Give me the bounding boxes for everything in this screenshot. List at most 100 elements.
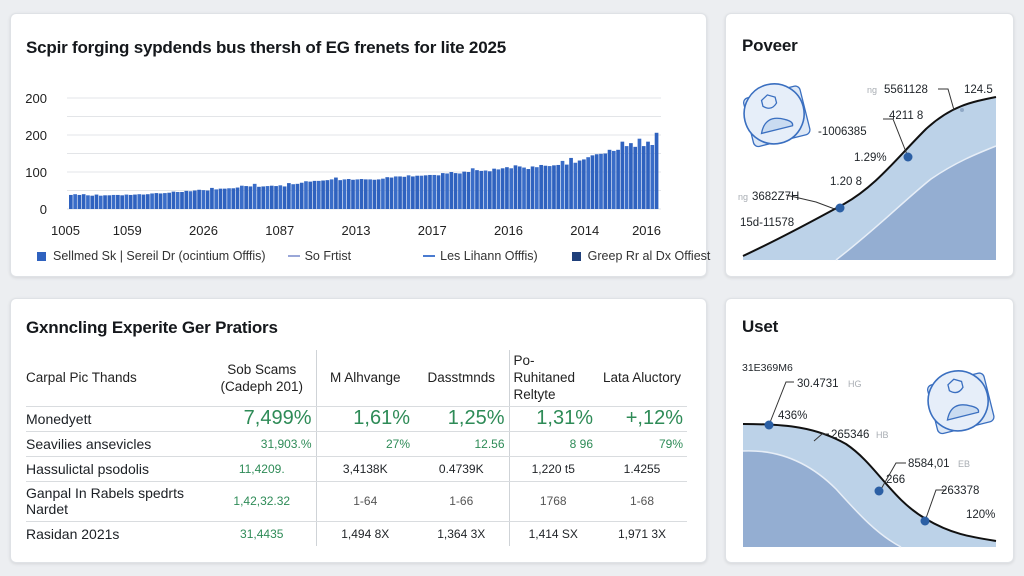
bar[interactable] <box>496 169 501 209</box>
bar[interactable] <box>321 180 325 209</box>
bar[interactable] <box>257 186 261 209</box>
bar[interactable] <box>629 143 633 209</box>
bar[interactable] <box>295 183 300 209</box>
bar[interactable] <box>616 149 620 209</box>
bar[interactable] <box>154 193 159 209</box>
bar[interactable] <box>385 177 390 209</box>
bar[interactable] <box>586 157 590 209</box>
bar[interactable] <box>201 190 206 209</box>
bar[interactable] <box>133 194 137 209</box>
bar[interactable] <box>175 191 180 209</box>
bar[interactable] <box>530 166 535 209</box>
bar[interactable] <box>543 165 548 209</box>
bar[interactable] <box>381 178 385 209</box>
column-header[interactable]: Lata Aluctory <box>597 350 687 407</box>
bar[interactable] <box>500 168 505 209</box>
bar[interactable] <box>265 186 270 209</box>
bar[interactable] <box>517 166 522 209</box>
bar[interactable] <box>205 190 210 210</box>
bar[interactable] <box>192 190 197 210</box>
bar[interactable] <box>150 193 154 209</box>
bar[interactable] <box>393 176 398 209</box>
bar[interactable] <box>116 194 120 209</box>
bar[interactable] <box>603 153 608 210</box>
bar[interactable] <box>650 144 655 209</box>
bar[interactable] <box>158 193 163 209</box>
bar[interactable] <box>389 177 394 209</box>
bar[interactable] <box>244 186 248 209</box>
bar[interactable] <box>564 164 569 209</box>
bar[interactable] <box>73 194 77 209</box>
bar[interactable] <box>646 141 650 209</box>
bar[interactable] <box>573 162 578 209</box>
bar[interactable] <box>240 185 244 209</box>
bar[interactable] <box>569 157 573 209</box>
bar[interactable] <box>167 192 172 209</box>
column-header[interactable]: M Alhvange <box>315 350 414 407</box>
bar[interactable] <box>227 188 231 209</box>
bar[interactable] <box>355 179 360 209</box>
bar[interactable] <box>316 180 321 209</box>
bar[interactable] <box>304 181 308 209</box>
bar[interactable] <box>419 175 424 209</box>
bar[interactable] <box>261 186 266 209</box>
bar[interactable] <box>197 189 201 209</box>
bar[interactable] <box>436 175 441 209</box>
legend-item[interactable]: Greep Rr al Dx Offiest <box>571 249 710 263</box>
bar[interactable] <box>312 180 317 209</box>
bar[interactable] <box>351 179 355 209</box>
bar[interactable] <box>329 179 334 209</box>
bar[interactable] <box>210 187 214 209</box>
column-header[interactable]: Carpal Pic Thands <box>26 350 208 407</box>
bar[interactable] <box>462 171 467 209</box>
bar[interactable] <box>483 170 488 209</box>
bar[interactable] <box>492 168 496 209</box>
bar[interactable] <box>466 172 471 209</box>
bar[interactable] <box>411 176 415 209</box>
bar[interactable] <box>231 188 236 209</box>
bar[interactable] <box>171 191 176 209</box>
bar[interactable] <box>594 154 599 209</box>
bar[interactable] <box>184 190 189 209</box>
bar[interactable] <box>359 179 364 209</box>
bar[interactable] <box>654 132 659 209</box>
bar[interactable] <box>453 173 458 209</box>
bar[interactable] <box>107 195 112 209</box>
bar[interactable] <box>479 170 484 209</box>
bar[interactable] <box>505 167 509 209</box>
bar[interactable] <box>94 194 99 209</box>
bar[interactable] <box>470 168 475 209</box>
legend-item[interactable]: Les Lihann Offfis) <box>423 249 538 263</box>
bar[interactable] <box>475 170 479 209</box>
bar[interactable] <box>539 164 543 209</box>
bar[interactable] <box>69 194 73 209</box>
bar[interactable] <box>445 173 449 209</box>
bar[interactable] <box>282 186 287 209</box>
column-header[interactable]: Po-Ruhitaned Reltyte <box>508 350 597 407</box>
bar[interactable] <box>86 195 90 209</box>
bar[interactable] <box>432 174 437 209</box>
bar[interactable] <box>458 173 462 209</box>
bar[interactable] <box>560 160 565 209</box>
bar[interactable] <box>556 164 561 209</box>
bar[interactable] <box>248 186 253 209</box>
bar[interactable] <box>124 194 129 209</box>
bar[interactable] <box>325 180 330 209</box>
legend-item[interactable]: So Frtist <box>287 249 351 263</box>
bar[interactable] <box>577 160 582 209</box>
bar[interactable] <box>180 191 184 209</box>
bar[interactable] <box>222 188 227 209</box>
bar[interactable] <box>269 185 274 209</box>
bar[interactable] <box>509 168 514 209</box>
bar[interactable] <box>364 179 368 209</box>
bar[interactable] <box>599 153 603 209</box>
bar[interactable] <box>376 179 381 209</box>
bar[interactable] <box>582 159 586 209</box>
bar[interactable] <box>291 184 295 209</box>
bar[interactable] <box>372 179 377 209</box>
bar[interactable] <box>334 177 338 209</box>
bar[interactable] <box>398 176 402 209</box>
bar[interactable] <box>547 166 552 209</box>
bar[interactable] <box>299 182 304 209</box>
bar[interactable] <box>513 165 518 209</box>
